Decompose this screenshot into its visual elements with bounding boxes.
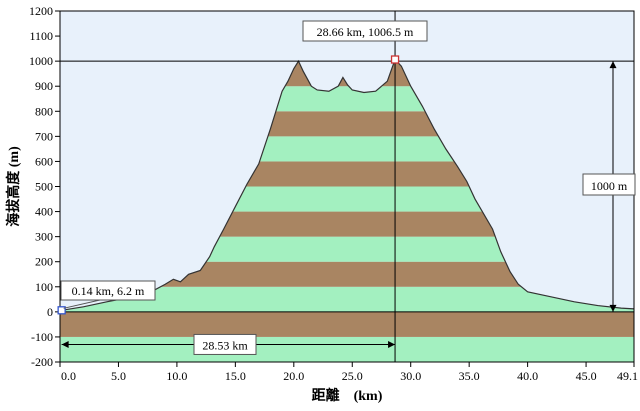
y-tick-label: 0 <box>47 305 53 319</box>
x-tick-label: 10.0 <box>166 369 187 383</box>
x-tick-label: 45.0 <box>576 369 597 383</box>
y-tick-label: -100 <box>31 330 53 344</box>
y-tick-label: 400 <box>35 205 53 219</box>
annotations: 0.14 km, 6.2 m 28.66 km, 1006.5 m 28.53 km… <box>57 20 636 355</box>
arrowhead <box>388 340 396 348</box>
peak-point-box <box>302 20 428 42</box>
x-tick-label: 0.0 <box>61 369 76 383</box>
elevation-band <box>60 336 634 362</box>
x-tick-label: 20.0 <box>283 369 304 383</box>
distance-span-box <box>193 333 257 355</box>
start-point-label: 0.14 km, 6.2 m <box>72 284 145 298</box>
x-axis-title: 距離 (km) <box>312 387 383 404</box>
arrowhead <box>609 61 617 69</box>
start-marker <box>57 306 66 315</box>
y-tick-label: 800 <box>35 104 53 118</box>
y-tick-label: 500 <box>35 180 53 194</box>
x-tick-label: 35.0 <box>459 369 480 383</box>
y-tick-label: 300 <box>35 230 53 244</box>
guide-lines <box>60 11 634 362</box>
arrowhead <box>609 304 617 312</box>
x-tick-label: 40.0 <box>517 369 538 383</box>
x-tick-label: 30.0 <box>400 369 421 383</box>
y-tick-label: 1100 <box>29 29 53 43</box>
x-tick-label: 5.0 <box>111 369 126 383</box>
start-point-box <box>60 280 156 301</box>
distance-span-label: 28.53 km <box>202 338 248 352</box>
x-tick-label: 49.1 <box>617 369 638 383</box>
peak-point-label: 28.66 km, 1006.5 m <box>317 25 414 39</box>
y-axis-title: 海拔高度 (m) <box>5 146 22 227</box>
axes: -200 -100 0 100 200 300 400 500 600 700 800 900 1000… <box>5 4 638 404</box>
elevation-band <box>60 311 634 337</box>
y-tick-label: 900 <box>35 79 53 93</box>
height-span-box <box>582 173 636 196</box>
y-tick-label: 600 <box>35 154 53 168</box>
peak-marker <box>390 55 400 64</box>
y-tick-label: -200 <box>31 355 53 369</box>
elevation-profile-line <box>59 58 635 311</box>
y-tick-label: 700 <box>35 129 53 143</box>
height-span-label: 1000 m <box>591 179 628 193</box>
y-tick-label: 1000 <box>29 54 53 68</box>
x-tick-label: 25.0 <box>342 369 363 383</box>
x-tick-label: 15.0 <box>225 369 246 383</box>
y-tick-label: 200 <box>35 255 53 269</box>
start-leader-line <box>63 299 101 309</box>
y-tick-label: 1200 <box>29 4 53 18</box>
arrowhead <box>61 340 69 348</box>
y-tick-label: 100 <box>35 280 53 294</box>
